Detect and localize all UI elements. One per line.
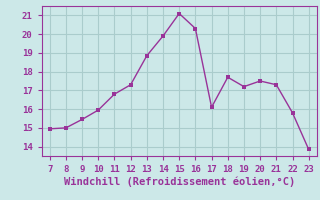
X-axis label: Windchill (Refroidissement éolien,°C): Windchill (Refroidissement éolien,°C): [64, 177, 295, 187]
